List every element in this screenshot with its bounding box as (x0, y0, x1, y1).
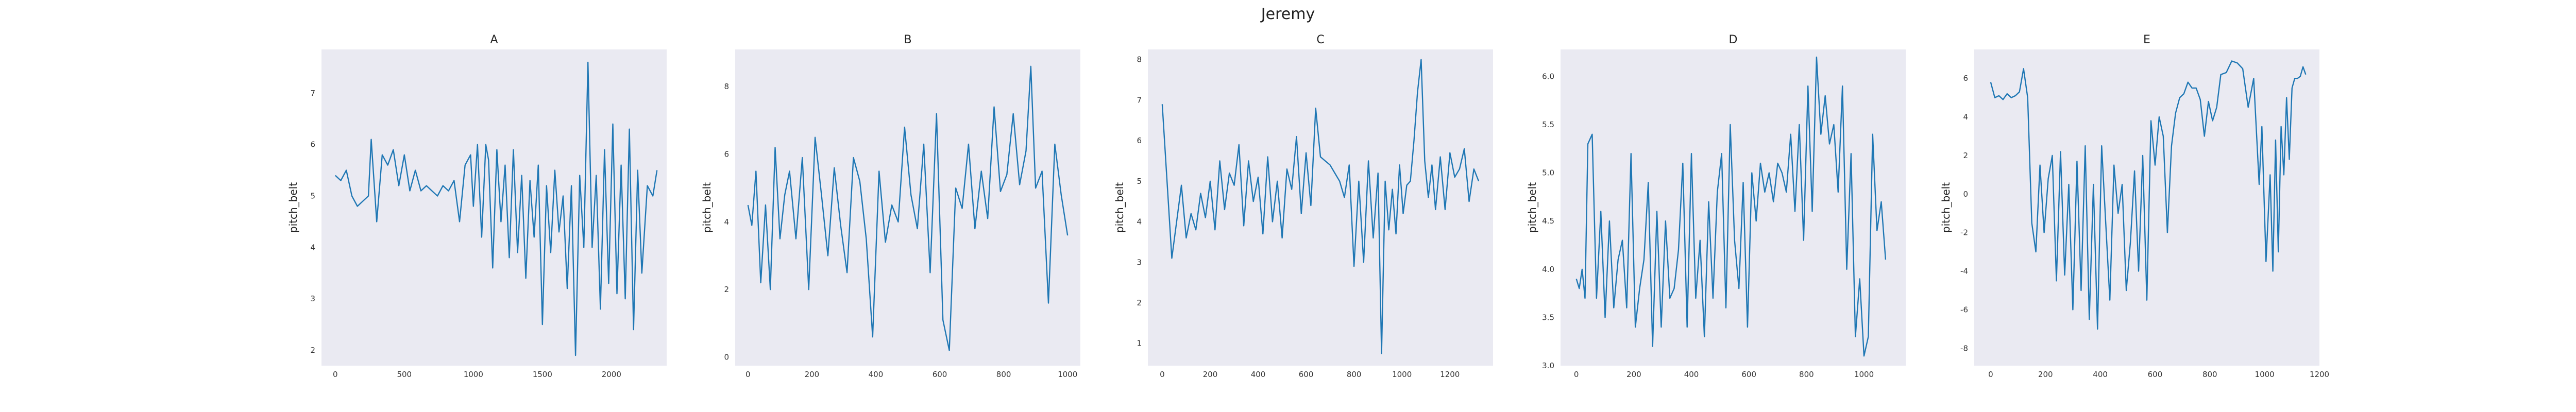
y-tick-label: -6 (1960, 305, 1968, 314)
y-tick-label: 5 (1137, 177, 1142, 186)
x-tick-label: 800 (1799, 370, 1814, 379)
x-tick-label: 400 (869, 370, 884, 379)
x-tick-label: 400 (1684, 370, 1699, 379)
series-line-a (334, 61, 658, 356)
x-tick-label: 1500 (533, 370, 552, 379)
x-tick-label: 800 (2202, 370, 2217, 379)
x-tick-label: 400 (2093, 370, 2108, 379)
y-tick-label: 4 (1963, 112, 1968, 122)
x-tick-label: 1000 (1058, 370, 1077, 379)
y-tick-label: 6 (724, 150, 729, 159)
y-tick-label: 4 (724, 217, 729, 227)
y-tick-label: 6 (310, 140, 315, 149)
y-tick-label: 0 (1963, 190, 1968, 199)
series-line-d (1575, 56, 1887, 357)
y-tick-label: 2 (310, 346, 315, 355)
panel-title-b: B (904, 33, 911, 46)
series-line-b (747, 65, 1069, 351)
x-tick-label: 0 (745, 370, 751, 379)
x-tick-label: 1000 (464, 370, 483, 379)
x-tick-label: 1000 (1854, 370, 1874, 379)
x-tick-label: 1200 (1440, 370, 1460, 379)
y-tick-label: -2 (1960, 228, 1968, 237)
x-tick-label: 500 (397, 370, 412, 379)
y-tick-label: 4 (1137, 217, 1142, 227)
panel-title-e: E (2143, 33, 2150, 46)
x-tick-label: 800 (996, 370, 1011, 379)
y-tick-label: 5 (310, 192, 315, 201)
x-tick-label: 2000 (602, 370, 621, 379)
y-tick-label: 3 (310, 294, 315, 303)
y-tick-label: 0 (724, 353, 729, 362)
x-tick-label: 1000 (2255, 370, 2275, 379)
x-tick-label: 600 (2148, 370, 2163, 379)
y-axis-label-e: pitch_belt (1940, 182, 1952, 233)
y-tick-label: 2 (724, 285, 729, 294)
y-tick-label: 1 (1137, 339, 1142, 348)
y-tick-label: 2 (1963, 151, 1968, 160)
plot-area-c (1148, 49, 1493, 366)
x-tick-label: 1000 (1392, 370, 1412, 379)
y-tick-label: 3.0 (1542, 361, 1554, 370)
y-tick-label: 3.5 (1542, 313, 1554, 322)
x-tick-label: 800 (1347, 370, 1362, 379)
x-tick-label: 600 (1299, 370, 1314, 379)
y-tick-label: 3 (1137, 258, 1142, 267)
y-axis-label-d: pitch_belt (1526, 182, 1538, 233)
panel-title-a: A (490, 33, 498, 46)
panel-title-c: C (1316, 33, 1324, 46)
x-tick-label: 0 (333, 370, 338, 379)
y-tick-label: 4.0 (1542, 265, 1554, 274)
series-line-e (1990, 60, 2307, 330)
y-axis-label-a: pitch_belt (287, 182, 299, 233)
x-tick-label: 200 (805, 370, 820, 379)
y-tick-label: 6 (1963, 74, 1968, 83)
series-line-c (1161, 59, 1480, 354)
x-tick-label: 600 (1741, 370, 1756, 379)
plot-area-e (1974, 49, 2319, 366)
y-tick-label: 8 (1137, 55, 1142, 64)
y-tick-label: 8 (724, 82, 729, 91)
y-tick-label: 7 (310, 89, 315, 98)
y-tick-label: -4 (1960, 267, 1968, 276)
figure-title: Jeremy (1261, 5, 1315, 23)
y-axis-label-c: pitch_belt (1113, 182, 1126, 233)
x-tick-label: 400 (1251, 370, 1266, 379)
y-axis-label-b: pitch_belt (701, 182, 713, 233)
x-tick-label: 600 (933, 370, 947, 379)
panel-title-d: D (1729, 33, 1738, 46)
x-tick-label: 0 (1988, 370, 1993, 379)
y-tick-label: 5.5 (1542, 120, 1554, 129)
x-tick-label: 1200 (2310, 370, 2329, 379)
y-tick-label: 4.5 (1542, 216, 1554, 226)
y-tick-label: -8 (1960, 344, 1968, 353)
y-tick-label: 2 (1137, 298, 1142, 307)
x-tick-label: 200 (1626, 370, 1641, 379)
y-tick-label: 7 (1137, 95, 1142, 105)
x-tick-label: 200 (2038, 370, 2053, 379)
y-tick-label: 4 (310, 243, 315, 252)
x-tick-label: 200 (1203, 370, 1218, 379)
y-tick-label: 6 (1137, 136, 1142, 145)
y-tick-label: 6.0 (1542, 72, 1554, 81)
y-tick-label: 5.0 (1542, 168, 1554, 178)
x-tick-label: 0 (1574, 370, 1579, 379)
x-tick-label: 0 (1160, 370, 1165, 379)
plot-area-a (321, 49, 667, 366)
